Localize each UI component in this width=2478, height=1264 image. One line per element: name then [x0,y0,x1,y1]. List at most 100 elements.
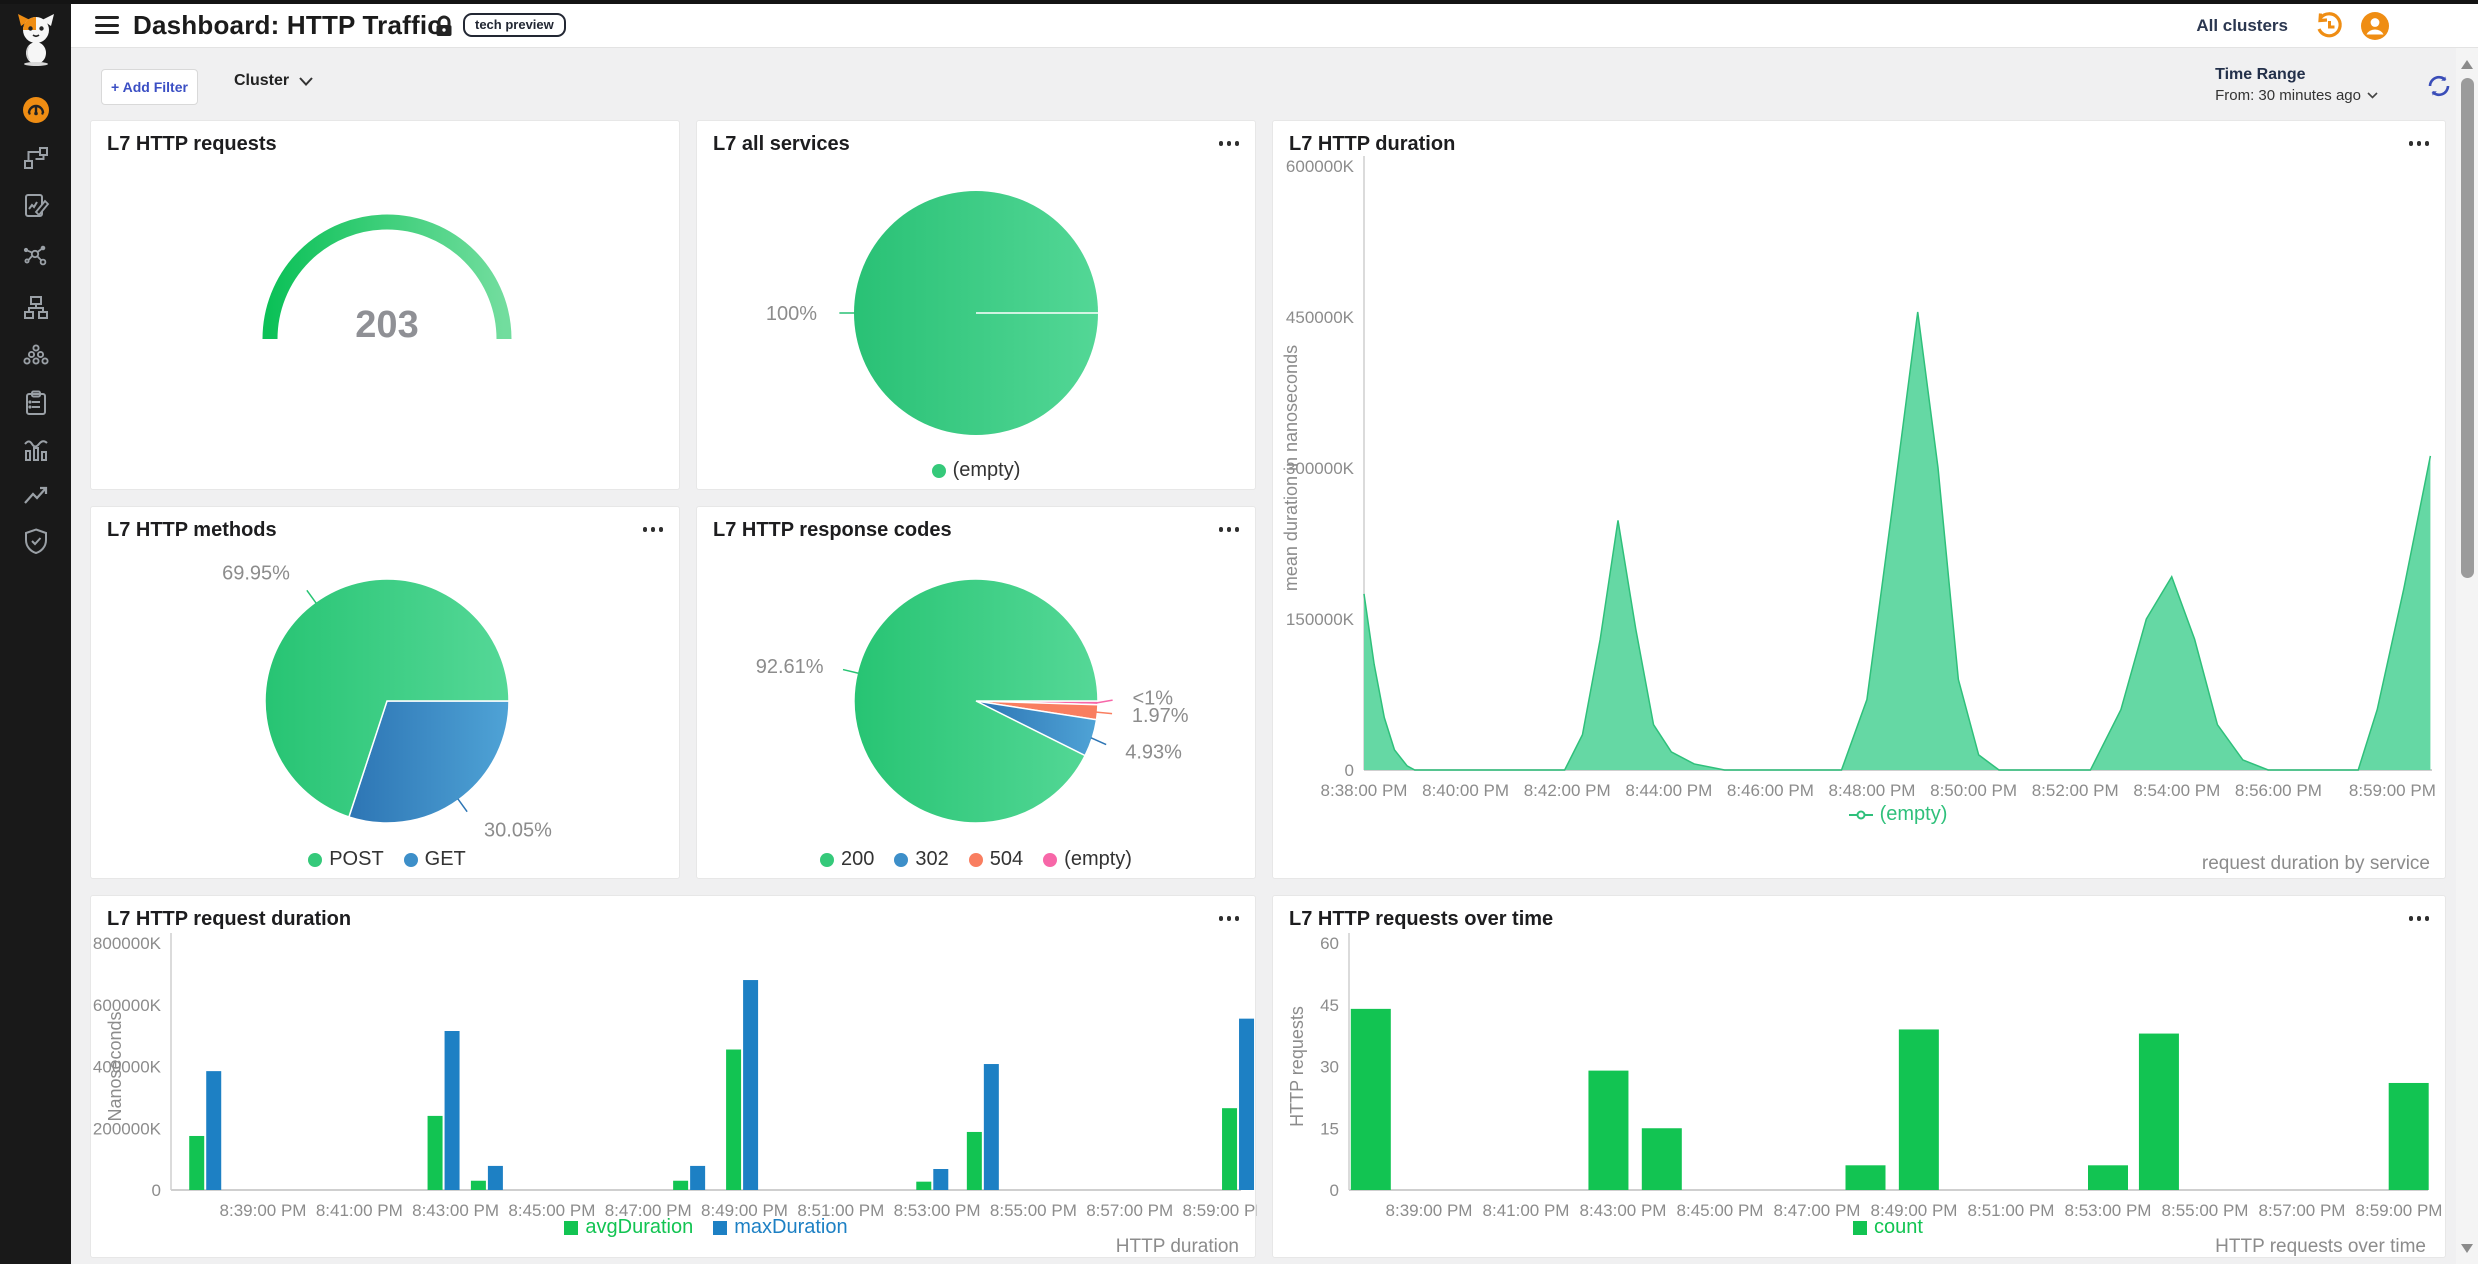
svg-text:8:59:00 PM: 8:59:00 PM [1183,1201,1257,1220]
compliance-clipboard-icon [26,390,46,415]
card-menu-icon[interactable] [1218,916,1239,921]
svg-text:69.95%: 69.95% [222,563,290,585]
svg-text:60: 60 [1320,934,1339,953]
card-l7-http-requests: L7 HTTP requests 203 [90,120,680,490]
card-title: L7 HTTP methods [107,519,277,541]
time-range-control: Time Range From: 30 minutes ago [2215,66,2378,104]
refresh-icon[interactable] [2427,74,2451,98]
svg-text:8:52:00 PM: 8:52:00 PM [2032,781,2119,800]
svg-text:8:41:00 PM: 8:41:00 PM [316,1201,403,1220]
svg-text:mean duration in nanoseconds: mean duration in nanoseconds [1281,345,1301,591]
pie-chart: <1%1.97% 4.93% 92.61% [756,578,1189,824]
legend-item[interactable]: count [1853,1216,1923,1239]
svg-text:8:47:00 PM: 8:47:00 PM [1774,1201,1861,1220]
endpoints-cluster-icon [23,344,49,365]
chevron-down-icon [299,76,313,86]
calico-cat-logo-icon[interactable] [13,12,59,66]
policy-document-icon [25,194,50,217]
svg-text:8:45:00 PM: 8:45:00 PM [1677,1201,1764,1220]
card-title: L7 HTTP duration [1289,133,1456,155]
legend-item[interactable]: 200 [820,848,874,871]
svg-text:8:55:00 PM: 8:55:00 PM [2162,1201,2249,1220]
svg-text:8:50:00 PM: 8:50:00 PM [1930,781,2017,800]
legend-item[interactable]: (empty) [1043,848,1132,871]
svg-text:8:39:00 PM: 8:39:00 PM [220,1201,307,1220]
pie-chart: 30.05% 69.95% [222,563,552,842]
legend-item[interactable]: (empty) [1848,803,1947,826]
legend-item[interactable]: maxDuration [713,1216,848,1239]
svg-text:8:59:00 PM: 8:59:00 PM [2356,1201,2443,1220]
chart-legend: 200 302 504 (empty) [776,848,1176,871]
network-tree-icon [24,296,48,319]
sidebar-item-endpoints[interactable] [20,339,52,371]
dashboard-gauge-icon [23,97,49,123]
area-chart: 0 150000K 300000K 450000K 600000K 8:38:00 PM 8… [1281,156,2436,800]
card-l7-http-request-duration: L7 HTTP request duration 0 200000K 400000K… [90,895,1257,1258]
topology-icon [24,147,48,169]
legend-item[interactable]: (empty) [931,459,1020,482]
sidebar-item-threat-defense[interactable] [20,525,52,557]
card-menu-icon[interactable] [642,527,663,532]
sidebar-item-dashboard[interactable] [20,94,52,126]
add-filter-button[interactable]: + Add Filter [101,69,198,105]
legend-item[interactable]: POST [308,848,384,871]
pie-chart: 100% [766,191,1098,435]
card-menu-icon[interactable] [1218,141,1239,146]
chevron-down-icon [2367,92,2378,99]
svg-text:0: 0 [152,1181,161,1200]
card-title: L7 HTTP requests [107,133,277,155]
sidebar-item-service-graph[interactable] [20,240,52,272]
svg-text:8:59:00 PM: 8:59:00 PM [2349,781,2436,800]
svg-text:8:57:00 PM: 8:57:00 PM [1086,1201,1173,1220]
bar-chart: 0 15 30 45 60 8:39:00 PM 8:41:00 PM 8:43:00 PM 8… [1287,933,2443,1220]
legend-item[interactable]: avgDuration [564,1216,693,1239]
time-range-label: Time Range [2215,66,2306,83]
sidebar-item-policies[interactable] [20,190,52,222]
card-menu-icon[interactable] [2408,916,2429,921]
svg-text:450000K: 450000K [1286,308,1355,327]
legend-item[interactable]: 504 [968,848,1023,871]
all-clusters-selector[interactable]: All clusters [2196,16,2288,35]
legend-item[interactable]: GET [403,848,466,871]
sidebar-item-metrics[interactable] [20,434,52,466]
card-title: L7 HTTP requests over time [1289,908,1554,930]
shield-check-icon [25,528,47,555]
cluster-filter-dropdown[interactable]: Cluster [234,72,313,90]
svg-text:15: 15 [1320,1119,1339,1138]
svg-text:8:47:00 PM: 8:47:00 PM [605,1201,692,1220]
svg-text:8:51:00 PM: 8:51:00 PM [1968,1201,2055,1220]
card-l7-http-duration: L7 HTTP duration 0 150000K 300000K 450000K 6… [1272,120,2446,879]
tech-preview-badge: tech preview [463,13,566,37]
history-icon[interactable] [2314,11,2344,41]
sidebar-item-compliance[interactable] [20,387,52,419]
svg-text:300000K: 300000K [1286,459,1355,478]
svg-text:8:41:00 PM: 8:41:00 PM [1483,1201,1570,1220]
svg-text:8:46:00 PM: 8:46:00 PM [1727,781,1814,800]
page-title: Dashboard: HTTP Traffic [133,10,442,40]
svg-text:200000K: 200000K [93,1119,162,1138]
svg-text:0: 0 [1345,761,1354,780]
time-range-value-dropdown[interactable]: From: 30 minutes ago [2215,87,2378,104]
sidebar-item-topology[interactable] [20,142,52,174]
sidebar [0,0,71,1264]
svg-text:8:43:00 PM: 8:43:00 PM [1580,1201,1667,1220]
svg-text:0: 0 [1330,1181,1339,1200]
card-l7-http-response-codes: L7 HTTP response codes <1% 1.97% 4.93% 92.6… [696,506,1256,879]
legend-item[interactable]: 302 [894,848,949,871]
menu-hamburger-icon[interactable] [95,16,119,36]
svg-text:8:56:00 PM: 8:56:00 PM [2235,781,2322,800]
card-menu-icon[interactable] [2408,141,2429,146]
card-menu-icon[interactable] [1218,527,1239,532]
svg-text:4.93%: 4.93% [1125,741,1182,763]
metrics-bars-icon [24,440,48,461]
scrollbar-down-arrow[interactable] [2461,1244,2473,1253]
scrollbar-thumb[interactable] [2461,78,2474,578]
svg-text:8:40:00 PM: 8:40:00 PM [1422,781,1509,800]
svg-text:8:49:00 PM: 8:49:00 PM [701,1201,788,1220]
svg-text:8:42:00 PM: 8:42:00 PM [1524,781,1611,800]
scrollbar-up-arrow[interactable] [2461,60,2473,69]
sidebar-item-network-sets[interactable] [20,291,52,323]
user-avatar-icon[interactable] [2360,11,2390,41]
topbar: Dashboard: HTTP Traffic tech preview All… [71,4,2478,48]
sidebar-item-trends[interactable] [20,480,52,512]
